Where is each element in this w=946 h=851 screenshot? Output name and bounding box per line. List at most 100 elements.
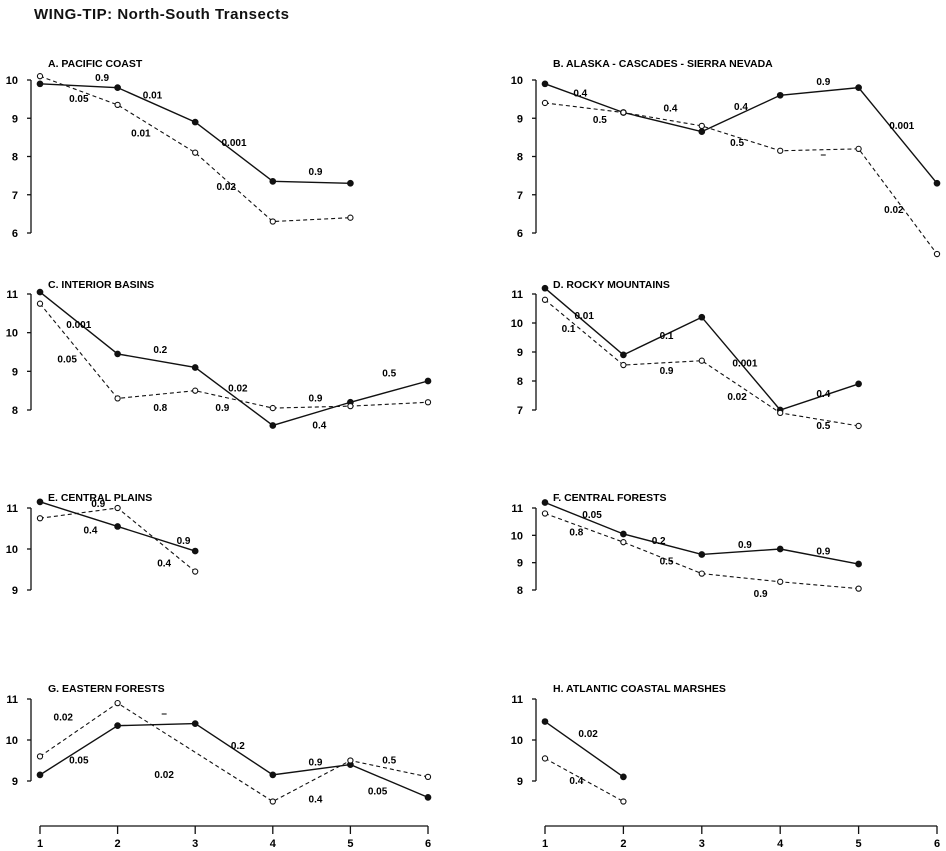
page-title: WING-TIP: North-South Transects [34, 6, 290, 23]
data-point-open [620, 109, 627, 116]
y-tick-label: 9 [12, 113, 18, 125]
significance-label: 0.8 [153, 403, 167, 414]
y-tick-label: 7 [12, 190, 18, 202]
series-line-solid [39, 722, 429, 799]
data-point-open [855, 585, 862, 592]
panel-a: A. PACIFIC COAST 6 7 8 9 10 0.9 0.01 0.001 0.9 0.0… [6, 58, 354, 240]
data-point-open [698, 122, 705, 130]
significance-label: 0.5 [382, 756, 396, 767]
y-tick-label: 9 [12, 776, 18, 788]
y-tick-label: 10 [6, 544, 18, 556]
x-tick-label: 3 [699, 838, 705, 850]
data-point-filled [347, 179, 354, 187]
significance-label: 0.4 [573, 88, 587, 99]
y-tick-label: 9 [12, 366, 18, 378]
data-point-filled [36, 288, 44, 296]
significance-label: 0.4 [312, 420, 326, 431]
significance-label: 0.4 [83, 526, 97, 537]
significance-label: 0.05 [69, 756, 89, 767]
significance-label: 0.05 [582, 510, 602, 521]
x-tick-label: 2 [115, 838, 121, 850]
data-point-filled [855, 84, 862, 91]
significance-label: 0.001 [732, 359, 757, 370]
significance-label: 0.001 [221, 138, 246, 149]
significance-label: – [161, 708, 167, 719]
series-line-dashed [39, 507, 196, 572]
y-tick-label: 10 [6, 75, 18, 87]
panel-title: F. CENTRAL FORESTS [553, 492, 667, 504]
data-point-filled [114, 523, 121, 530]
data-point-open [347, 402, 354, 410]
significance-label: 0.5 [730, 138, 744, 149]
y-tick-label: 9 [12, 585, 18, 597]
data-point-filled [36, 498, 44, 506]
y-tick-label: 7 [517, 405, 523, 417]
x-tick-label: 1 [37, 838, 43, 850]
data-point-filled [36, 771, 44, 779]
data-point-filled [424, 377, 432, 385]
significance-label: 0.9 [177, 536, 191, 547]
y-tick-label: 9 [517, 558, 523, 570]
significance-label: 0.9 [309, 758, 323, 769]
data-point-open [36, 73, 44, 80]
significance-label: 0.9 [91, 499, 105, 510]
data-point-open [269, 404, 276, 412]
data-point-open [36, 515, 44, 522]
data-point-filled [269, 178, 277, 185]
y-tick-label: 10 [6, 735, 18, 747]
data-point-open [933, 250, 941, 258]
panel-title: C. INTERIOR BASINS [48, 279, 154, 291]
data-point-open [620, 539, 627, 546]
x-tick-label: 4 [777, 838, 784, 850]
data-point-filled [855, 380, 862, 388]
data-point-open [855, 422, 862, 430]
data-point-filled [269, 422, 277, 429]
data-point-open [347, 214, 354, 221]
y-tick-label: 10 [6, 328, 18, 340]
panel-title: H. ATLANTIC COASTAL MARSHES [553, 683, 726, 695]
x-tick-label: 3 [192, 838, 198, 850]
data-point-filled [933, 179, 941, 187]
data-point-open [777, 578, 784, 585]
significance-label: 0.01 [574, 311, 594, 322]
y-tick-label: 6 [12, 228, 18, 240]
data-point-filled [191, 547, 199, 555]
data-point-filled [620, 351, 627, 359]
significance-label: 0.9 [95, 73, 109, 84]
significance-label: 0.9 [309, 393, 323, 404]
data-point-filled [855, 560, 862, 568]
significance-label: – [821, 150, 827, 161]
panel-g: G. EASTERN FORESTS 9 10 11 0.02 – 0.2 0.9 0.5 0.0… [6, 683, 432, 805]
data-point-filled [776, 545, 784, 553]
significance-label: 0.02 [578, 729, 598, 740]
y-tick-label: 11 [6, 503, 18, 515]
y-tick-label: 8 [12, 405, 18, 417]
significance-label: 0.4 [816, 389, 830, 400]
data-point-open [620, 361, 627, 369]
significance-label: 0.9 [309, 167, 323, 178]
data-point-open [777, 409, 784, 417]
significance-label: 0.2 [153, 345, 167, 356]
y-tick-label: 6 [517, 228, 523, 240]
significance-label: 0.1 [562, 324, 576, 335]
y-tick-label: 11 [511, 694, 523, 706]
y-tick-label: 10 [511, 530, 523, 542]
data-point-open [114, 504, 121, 512]
y-tick-label: 9 [517, 113, 523, 125]
panel-h: H. ATLANTIC COASTAL MARSHES 9 10 11 0.02 0.4 [511, 683, 726, 805]
data-point-open [269, 798, 276, 805]
data-point-open [698, 357, 705, 364]
panel-b: B. ALASKA - CASCADES - SIERRA NEVADA 6 7 8 9… [511, 58, 941, 258]
significance-label: 0.5 [816, 421, 830, 432]
series-line-solid [544, 83, 938, 184]
significance-label: 0.4 [157, 558, 171, 569]
significance-label: 0.5 [382, 368, 396, 379]
y-tick-label: 10 [511, 318, 523, 330]
data-point-filled [541, 718, 549, 725]
data-point-open [347, 757, 354, 764]
significance-label: 0.2 [652, 536, 666, 547]
x-tick-label: 2 [620, 838, 626, 850]
data-point-filled [36, 80, 44, 88]
data-point-open [541, 296, 549, 303]
x-axis-left: 1 2 3 4 5 6 [37, 825, 431, 850]
